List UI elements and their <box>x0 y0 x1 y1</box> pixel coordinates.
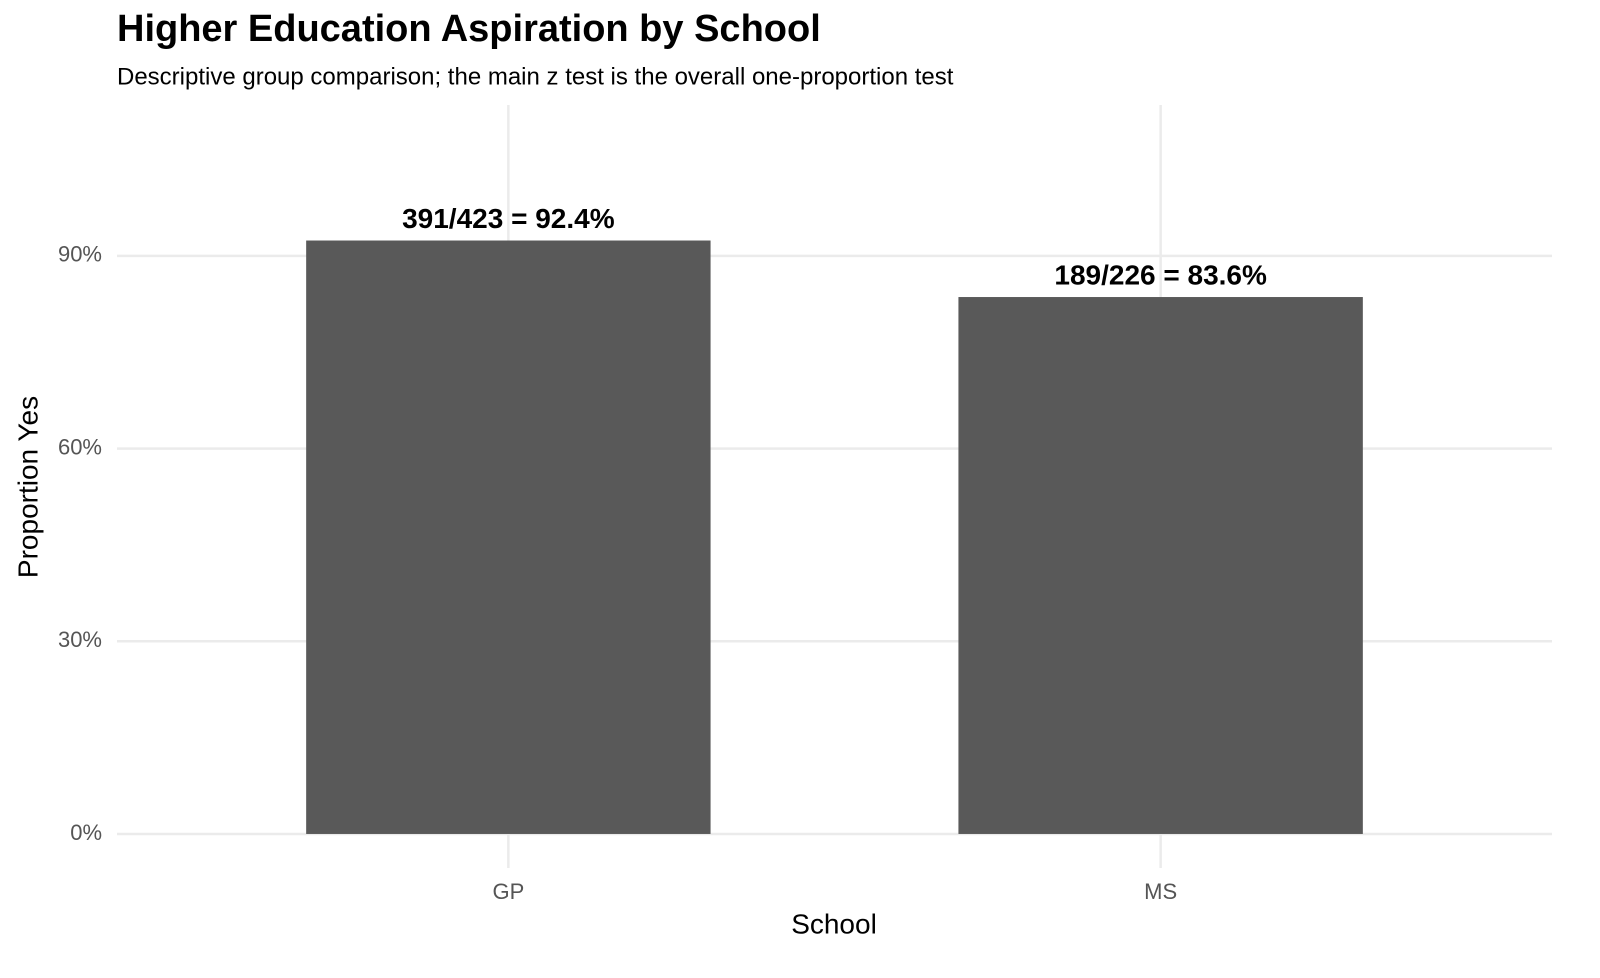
bar <box>306 240 711 834</box>
bar <box>958 297 1363 834</box>
x-tick-label: GP <box>492 879 524 904</box>
y-tick-label: 60% <box>58 434 102 459</box>
y-tick-label: 0% <box>70 820 102 845</box>
y-tick-label: 30% <box>58 627 102 652</box>
y-tick-label: 90% <box>58 242 102 267</box>
chart-title: Higher Education Aspiration by School <box>117 8 821 50</box>
x-axis-title: School <box>791 908 877 939</box>
value-label: 189/226 = 83.6% <box>1054 259 1267 290</box>
value-label: 391/423 = 92.4% <box>402 203 615 234</box>
y-axis-title: Proportion Yes <box>12 396 43 578</box>
chart-subtitle: Descriptive group comparison; the main z… <box>117 63 954 90</box>
x-tick-label: MS <box>1144 879 1177 904</box>
